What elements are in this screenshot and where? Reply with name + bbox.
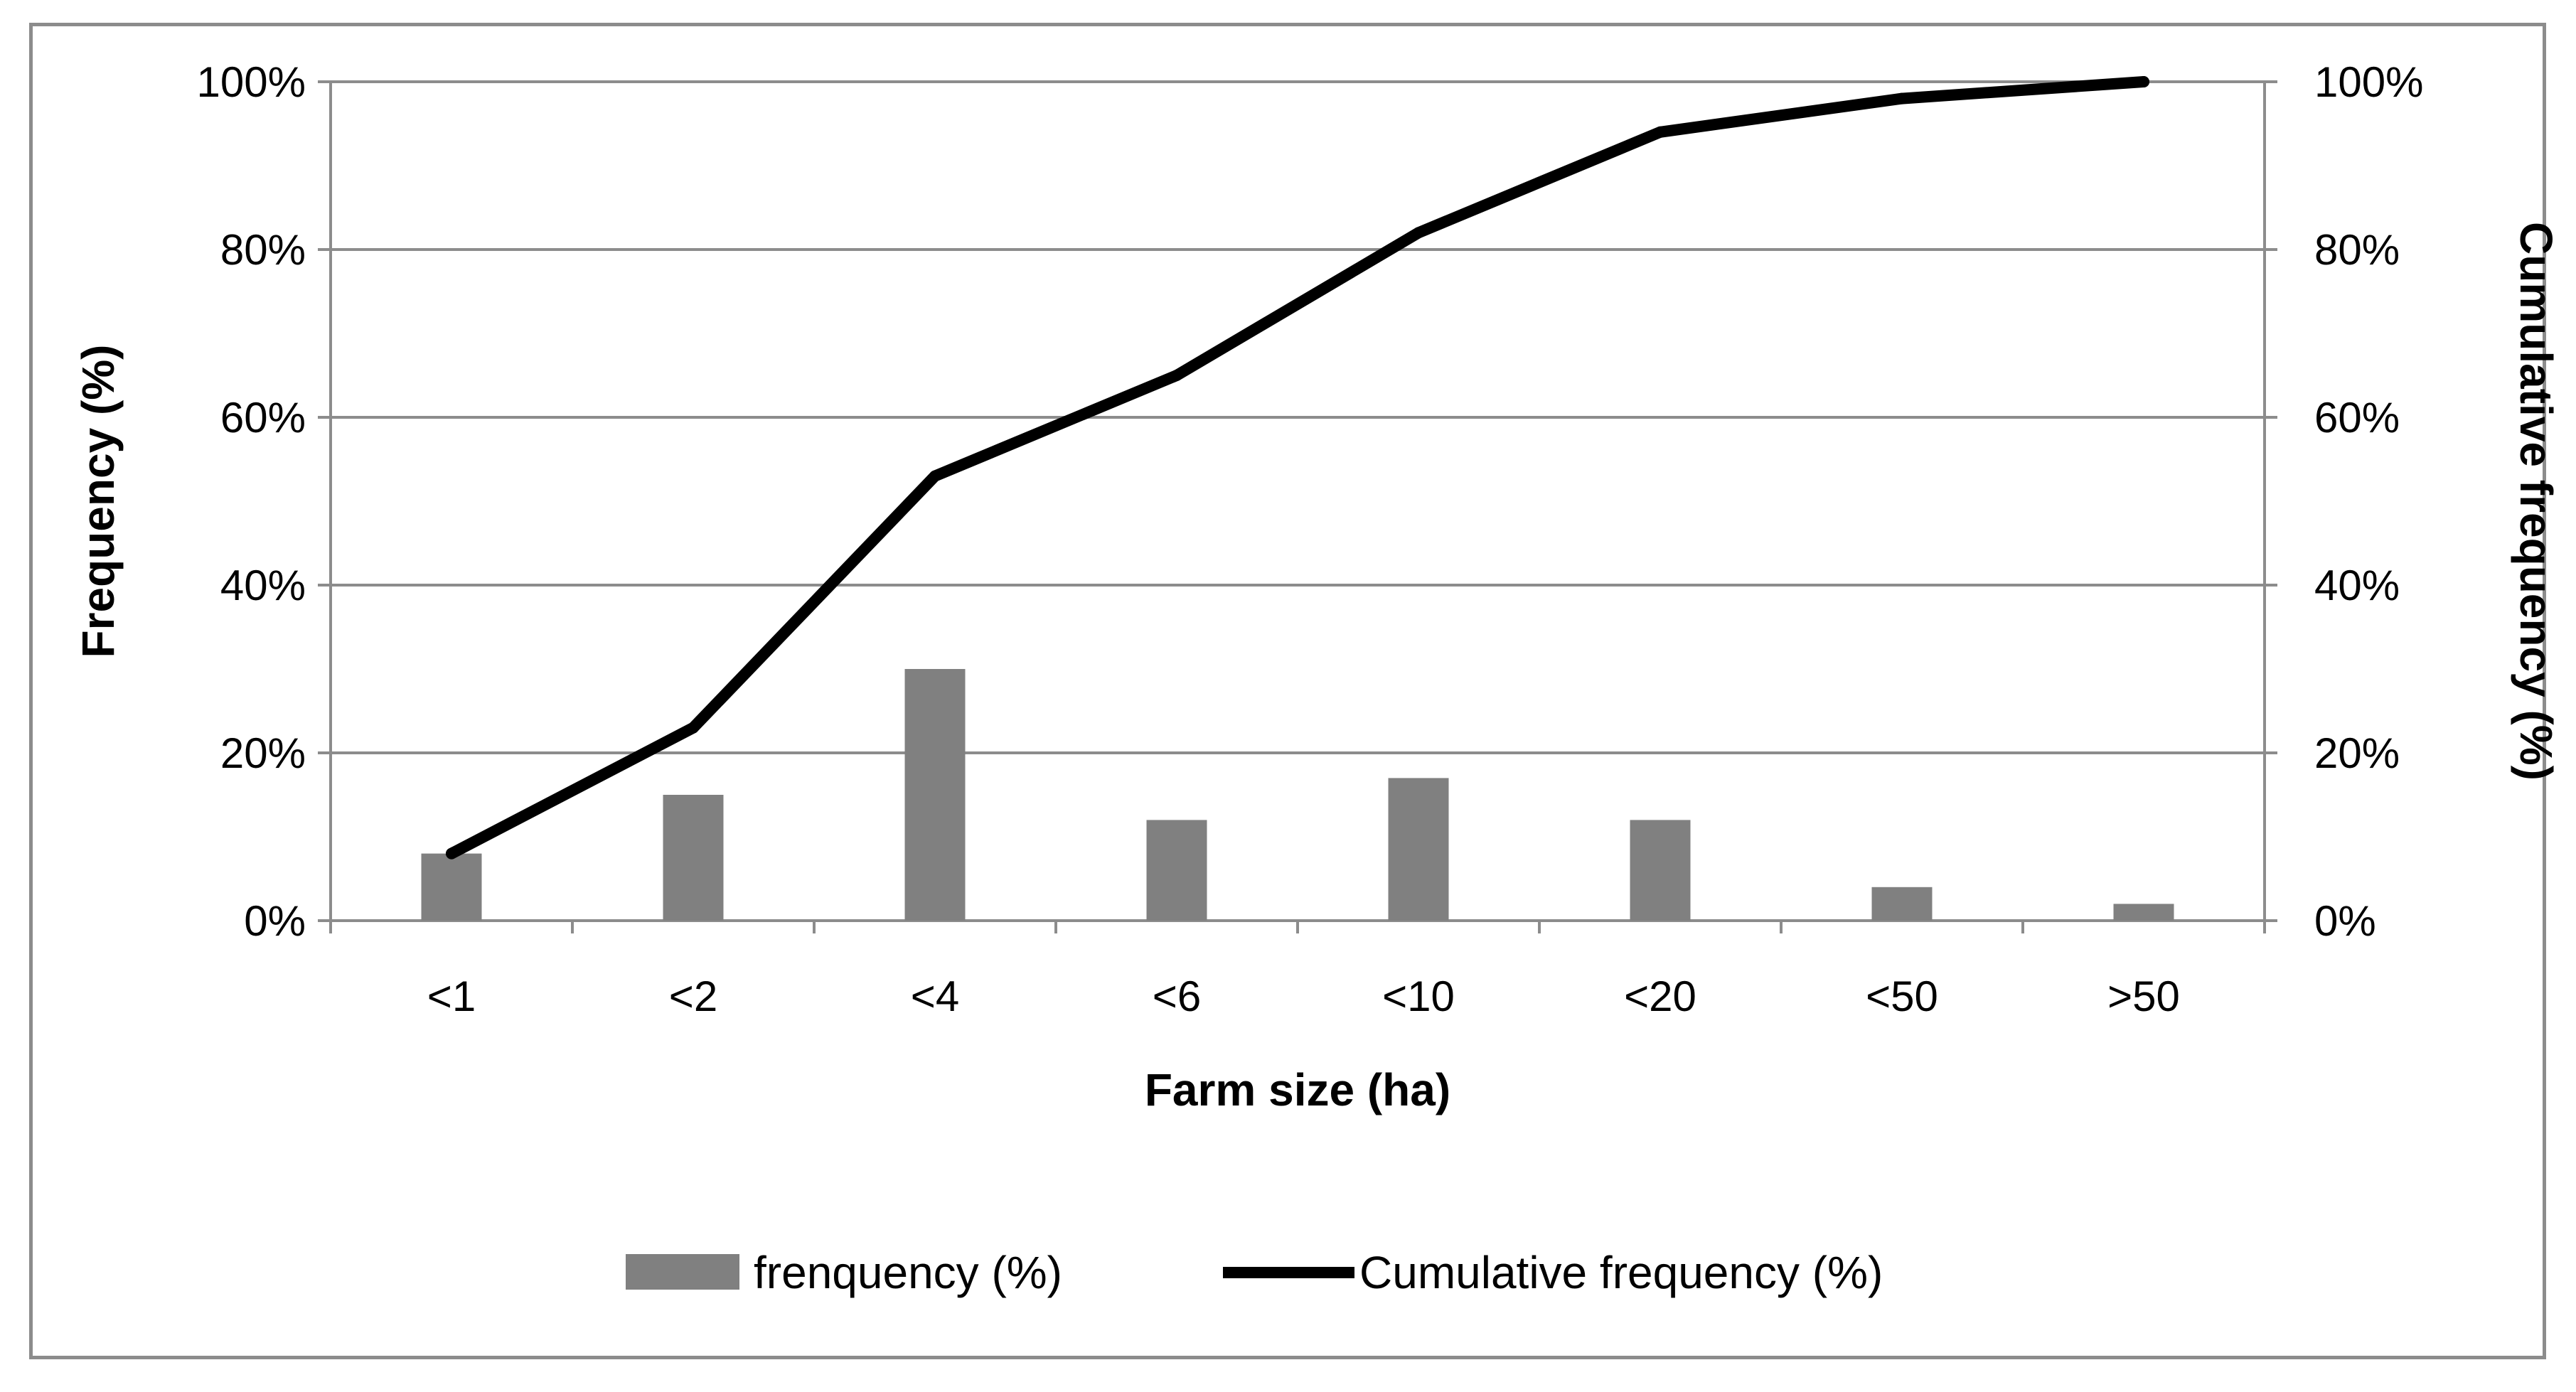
line-point: [688, 722, 699, 734]
x-tick-label: <10: [1382, 973, 1455, 1020]
y-tick-label: 60%: [220, 394, 306, 441]
legend-bar-label: frenquency (%): [754, 1247, 1062, 1298]
bar: [421, 853, 482, 921]
cumulative-line: [446, 76, 2149, 860]
legend-line-label: Cumulative frequency (%): [1359, 1247, 1883, 1298]
y-axis-title: Frequency (%): [73, 345, 124, 658]
y2-tick-label: 80%: [2314, 226, 2400, 274]
y-tick-label: 80%: [220, 226, 306, 274]
gridlines: [331, 80, 2265, 754]
bar: [1388, 778, 1449, 921]
line-point: [446, 847, 457, 860]
bar: [904, 669, 966, 921]
y-tick-label: 40%: [220, 562, 306, 609]
legend-bar-swatch: [626, 1254, 739, 1290]
line-point: [1655, 126, 1666, 138]
line-point: [1413, 227, 1424, 239]
bar-series: [421, 669, 2174, 921]
y2-tick-labels: 0% 20% 40% 60% 80% 100%: [2314, 58, 2423, 945]
y2-tick-label: 40%: [2314, 562, 2400, 609]
y-tick-label: 20%: [220, 729, 306, 777]
chart-frame: [29, 23, 2546, 1359]
x-tick-label: <1: [427, 973, 476, 1020]
y-tick-label: 0%: [244, 897, 306, 945]
x-tick-label: <2: [669, 973, 717, 1020]
y-tick-labels: 0% 20% 40% 60% 80% 100%: [197, 58, 306, 945]
line-point: [1896, 92, 1908, 105]
line-point: [929, 470, 941, 482]
line-point: [1171, 370, 1182, 381]
bar: [1630, 820, 1691, 921]
x-tick-label: <50: [1866, 973, 1938, 1020]
y2-axis-title: Cumulative frequency (%): [2511, 222, 2562, 781]
x-tick-label: <6: [1153, 973, 1201, 1020]
bar: [1871, 887, 1933, 921]
bar: [2113, 904, 2174, 921]
legend: frenquency (%) Cumulative frequency (%): [626, 1247, 1883, 1298]
bar: [663, 795, 724, 921]
axes: [318, 80, 2277, 933]
x-tick-label: >50: [2107, 973, 2180, 1020]
line-point: [2138, 76, 2149, 87]
line-series: [446, 76, 2149, 860]
y2-tick-label: 20%: [2314, 729, 2400, 777]
x-tick-label: <4: [911, 973, 959, 1020]
x-tick-label: <20: [1624, 973, 1696, 1020]
y2-tick-label: 100%: [2314, 58, 2423, 106]
bar: [1146, 820, 1207, 921]
x-tick-labels: <1 <2 <4 <6 <10 <20 <50 >50: [427, 973, 2180, 1020]
y2-tick-label: 60%: [2314, 394, 2400, 441]
y2-tick-label: 0%: [2314, 897, 2376, 945]
x-axis-title: Farm size (ha): [1145, 1064, 1450, 1115]
y-tick-label: 100%: [197, 58, 306, 106]
